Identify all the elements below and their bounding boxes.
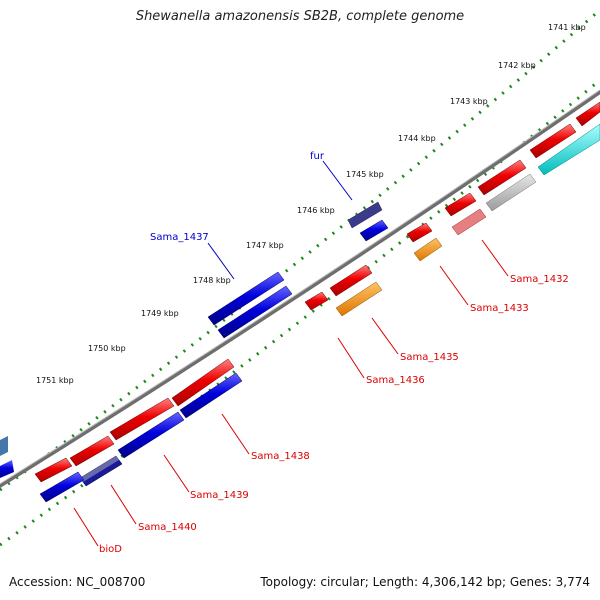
gene-red-outer[interactable] — [34, 457, 73, 483]
gene-label-fur: fur — [310, 151, 325, 162]
gene-pink[interactable] — [451, 208, 487, 236]
gene-sama-1440[interactable] — [79, 455, 123, 487]
gene-label-sama-1432: Sama_1432 — [510, 274, 569, 285]
gene-red-inner[interactable] — [406, 222, 433, 243]
outer-ruler — [0, 8, 600, 492]
summary-text: Topology: circular; Length: 4,306,142 bp… — [260, 575, 590, 589]
kbp-label: 1741 kbp — [548, 23, 586, 32]
gene-label-sama-1435: Sama_1435 — [400, 352, 459, 363]
inner-genes — [0, 123, 600, 503]
gene-edge-blue[interactable] — [0, 460, 14, 478]
gene-sama-1438[interactable] — [171, 358, 235, 407]
accession-text: Accession: NC_008700 — [9, 575, 146, 589]
kbp-label: 1744 kbp — [398, 134, 436, 143]
gene-red-outer[interactable] — [109, 397, 175, 441]
gene-blue-inner[interactable] — [359, 219, 389, 242]
gene-sama-1439[interactable] — [179, 372, 243, 419]
gene-red-outer[interactable] — [444, 192, 477, 217]
gene-labels: fur Sama_1437 Sama_1432 Sama_1433 Sama_1… — [99, 151, 569, 555]
kbp-label: 1750 kbp — [88, 344, 126, 353]
gene-red-inner[interactable] — [329, 264, 373, 297]
gene-gray-inner[interactable] — [80, 456, 119, 482]
kbp-label: 1743 kbp — [450, 97, 488, 106]
gene-sama-1437[interactable] — [207, 271, 285, 326]
kbp-label: 1749 kbp — [141, 309, 179, 318]
kbp-label: 1745 kbp — [346, 170, 384, 179]
genome-title: Shewanella amazonensis SB2B, complete ge… — [135, 9, 465, 24]
gene-edge-blue[interactable] — [0, 436, 8, 456]
kbp-label: 1746 kbp — [297, 206, 335, 215]
gene-blue-inner[interactable] — [217, 285, 293, 339]
gene-label-sama-1437: Sama_1437 — [150, 232, 209, 243]
kbp-label: 1742 kbp — [498, 61, 536, 70]
gene-label-sama-1439: Sama_1439 — [190, 490, 249, 501]
gene-biod[interactable] — [39, 471, 85, 503]
gene-sama-1432[interactable] — [477, 159, 527, 196]
gene-sama-1436[interactable] — [304, 291, 329, 311]
gene-red-outer[interactable] — [575, 101, 600, 127]
gene-label-sama-1438: Sama_1438 — [251, 451, 310, 462]
gene-sama-1435[interactable] — [335, 281, 383, 317]
gene-label-sama-1436: Sama_1436 — [366, 375, 425, 386]
gene-fur[interactable] — [347, 201, 383, 229]
gene-gray[interactable] — [485, 173, 537, 212]
kbp-label: 1747 kbp — [246, 241, 284, 250]
gene-blue-inner[interactable] — [117, 411, 185, 459]
kbp-label: 1751 kbp — [36, 376, 74, 385]
leader-lines — [73, 160, 509, 547]
genome-backbone — [0, 89, 600, 489]
kbp-label: 1748 kbp — [193, 276, 231, 285]
gene-label-biod: bioD — [99, 544, 122, 555]
kbp-labels: 1741 kbp 1742 kbp 1743 kbp 1744 kbp 1745… — [36, 23, 586, 385]
gene-cyan[interactable] — [537, 123, 600, 176]
gene-label-sama-1440: Sama_1440 — [138, 522, 197, 533]
gene-red-outer[interactable] — [529, 123, 577, 159]
gene-label-sama-1433: Sama_1433 — [470, 303, 529, 314]
gene-red-outer[interactable] — [69, 435, 115, 467]
gene-sama-1433[interactable] — [413, 237, 443, 262]
outer-genes — [0, 101, 600, 483]
